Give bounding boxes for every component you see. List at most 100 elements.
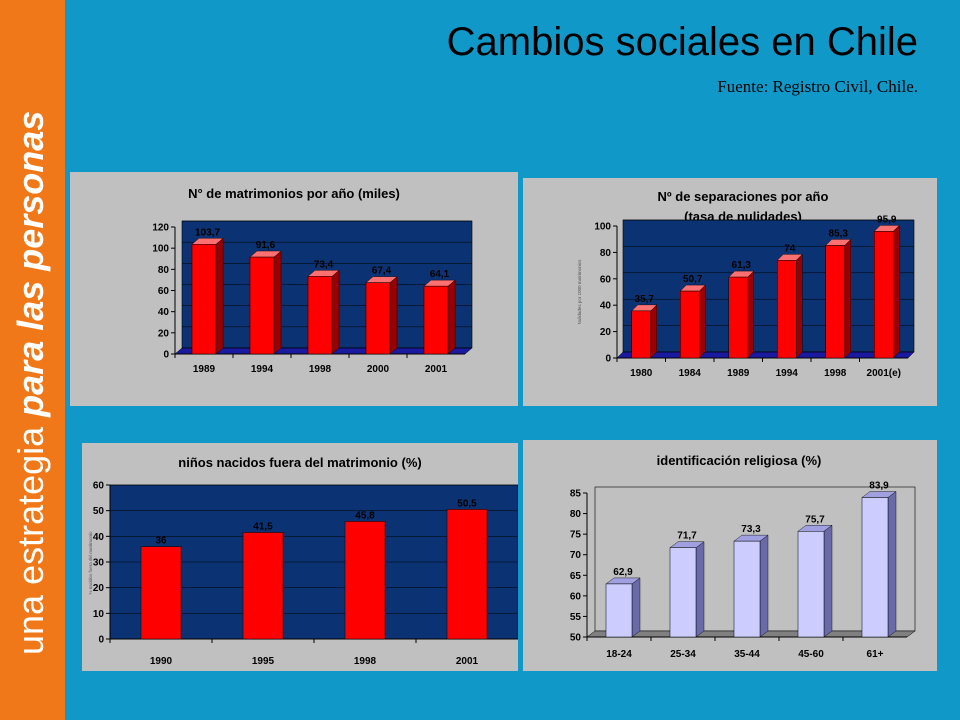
x-tick-label: 1998	[354, 656, 377, 667]
bar-side	[273, 250, 282, 355]
bar	[365, 282, 391, 355]
x-tick-label: 2001	[425, 364, 448, 375]
x-tick-label: 1989	[193, 364, 216, 375]
y-tick-label: 65	[570, 571, 582, 582]
y-tick-label: 70	[570, 550, 582, 561]
chart-title: identificación religiosa (%)	[657, 453, 822, 468]
bar	[777, 260, 797, 359]
y-tick-label: 20	[600, 327, 612, 338]
chart-ninos: niños nacidos fuera del matrimonio (%) 0 1…	[88, 455, 518, 667]
y-tick-label: 40	[93, 532, 105, 543]
bar	[797, 531, 825, 638]
data-label: 71,7	[677, 531, 697, 542]
x-tick-label: 2001	[456, 656, 479, 667]
y-axis-label: % nacidos fuera del matrimonio	[88, 531, 93, 595]
bar	[861, 497, 889, 638]
sidebar-slogan: una estrategia para las personas	[5, 111, 57, 655]
x-tick-label: 45-60	[798, 649, 824, 660]
data-label: 85,3	[829, 228, 849, 239]
bar	[669, 547, 697, 638]
bar	[344, 521, 386, 640]
bar-side	[796, 253, 803, 359]
x-tick-label: 1984	[679, 368, 702, 379]
y-tick-label: 20	[158, 328, 170, 339]
y-tick-label: 100	[152, 244, 169, 255]
bar-side	[747, 270, 754, 359]
bar-side	[650, 304, 657, 359]
x-tick-label: 1994	[776, 368, 799, 379]
data-label: 67,4	[372, 266, 392, 277]
slogan-regular: una estrategia	[10, 416, 51, 655]
plot-floor	[616, 351, 915, 359]
data-label: 41,5	[253, 521, 273, 532]
chart-panel-ninos: niños nacidos fuera del matrimonio (%) 0 1…	[82, 443, 518, 671]
y-tick-label: 120	[152, 223, 169, 234]
bar-side	[389, 276, 398, 355]
slogan-italic: para las personas	[10, 110, 51, 417]
data-label: 73,3	[741, 524, 761, 535]
y-tick-label: 40	[600, 301, 612, 312]
plot-area	[622, 219, 915, 353]
y-tick-label: 50	[570, 633, 582, 644]
x-tick-label: 61+	[867, 649, 884, 660]
chart-panel-matrimonios: N° de matrimonios por año (miles) 0 20 40 60…	[70, 172, 518, 406]
data-label: 91,6	[256, 240, 276, 251]
bar	[728, 276, 748, 359]
x-tick-label: 1990	[150, 656, 173, 667]
data-label: 73,4	[314, 259, 334, 270]
y-tick-label: 10	[93, 609, 105, 620]
bar	[631, 310, 651, 359]
data-label: 50,5	[457, 498, 477, 509]
x-tick-label: 2001(e)	[867, 368, 901, 379]
bar	[733, 540, 761, 638]
data-label: 103,7	[195, 227, 220, 238]
y-tick-label: 0	[605, 354, 611, 365]
x-tick-label: 1989	[727, 368, 750, 379]
y-tick-label: 40	[158, 307, 170, 318]
bar-side	[215, 237, 224, 355]
x-tick-label: 1998	[309, 364, 332, 375]
x-tick-label: 35-44	[734, 649, 760, 660]
data-label: 75,7	[805, 514, 825, 525]
chart-title: niños nacidos fuera del matrimonio (%)	[178, 455, 421, 470]
x-tick-label: 1994	[251, 364, 274, 375]
data-label: 64,1	[430, 269, 450, 280]
data-label: 83,9	[869, 481, 889, 492]
bar	[605, 583, 633, 638]
bar	[825, 245, 845, 359]
bar-side	[695, 541, 705, 638]
y-tick-label: 55	[570, 612, 582, 623]
bar	[680, 290, 700, 359]
bar	[140, 546, 182, 640]
y-tick-label: 30	[93, 558, 105, 569]
bar	[191, 244, 217, 355]
chart-panel-religion: identificación religiosa (%) 50 55 60 65 70 75…	[523, 440, 937, 671]
bar-side	[887, 491, 897, 638]
bar-side	[631, 577, 641, 638]
y-tick-label: 0	[98, 635, 104, 646]
x-tick-label: 2000	[367, 364, 390, 375]
chart-matrimonios: N° de matrimonios por año (miles) 0 20 40 60…	[152, 186, 473, 375]
data-label: 45,8	[355, 510, 375, 521]
chart-title: Nº de separaciones por año	[658, 189, 829, 204]
y-tick-label: 0	[163, 350, 169, 361]
y-tick-label: 60	[158, 286, 170, 297]
y-tick-label: 75	[570, 530, 582, 541]
bar-side	[699, 284, 706, 359]
x-tick-label: 1998	[824, 368, 847, 379]
x-tick-label: 25-34	[670, 649, 696, 660]
y-tick-label: 20	[93, 583, 105, 594]
sidebar: una estrategia para las personas	[0, 0, 65, 720]
data-label: 35,7	[635, 294, 655, 305]
y-tick-label: 80	[570, 509, 582, 520]
y-tick-label: 80	[600, 248, 612, 259]
x-tick-label: 1995	[252, 656, 275, 667]
data-label: 62,9	[613, 567, 633, 578]
bar-side	[844, 238, 851, 359]
x-tick-label: 18-24	[606, 649, 632, 660]
y-tick-label: 60	[600, 274, 612, 285]
bar	[307, 276, 333, 355]
bar	[874, 231, 894, 359]
y-tick-label: 50	[93, 506, 105, 517]
bar-side	[823, 524, 833, 638]
